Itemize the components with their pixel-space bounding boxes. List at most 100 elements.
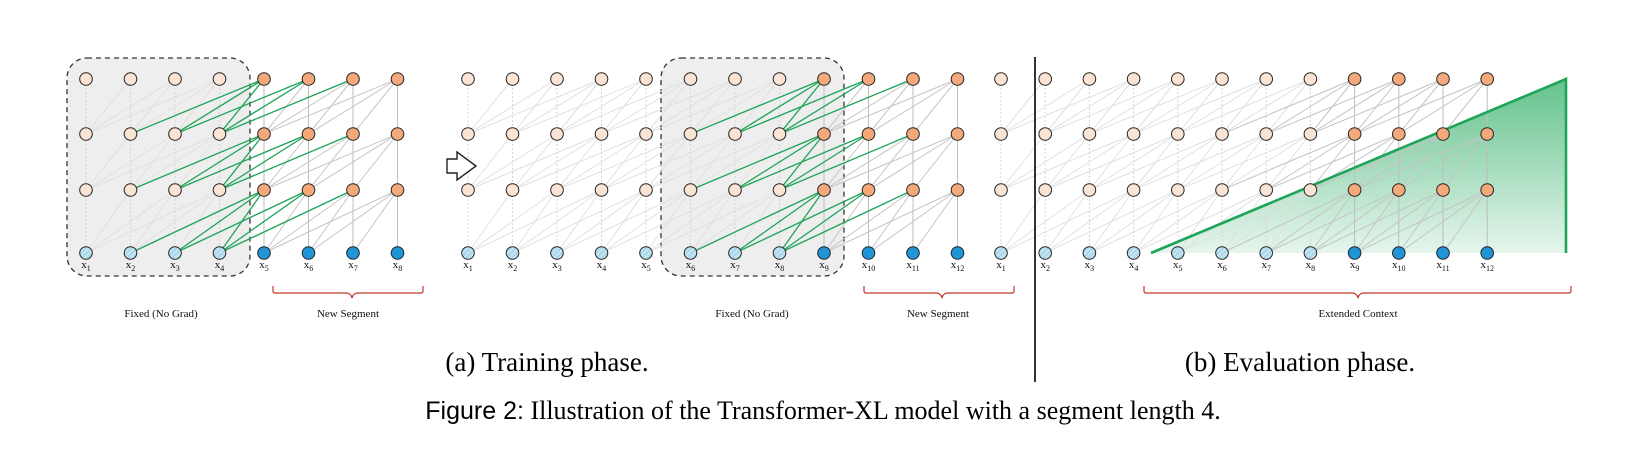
- train-left-edge: [352, 189, 398, 254]
- train-right-hidden-node: [594, 72, 609, 86]
- train-right-hidden-node: [550, 127, 564, 141]
- eval-edge: [1045, 78, 1178, 135]
- train-right-token-label: x4: [597, 259, 607, 273]
- train-right-hidden-node: [550, 183, 564, 197]
- train-right-hidden-node: [817, 72, 831, 86]
- train-right-edge: [601, 78, 691, 135]
- train-right-edge: [868, 133, 958, 191]
- eval-edge: [1177, 189, 1311, 254]
- train-right-context-edge: [690, 189, 825, 254]
- eval-edge: [1310, 189, 1444, 254]
- eval-edge: [1310, 78, 1400, 135]
- train-left-token-label: x4: [215, 259, 225, 273]
- eval-token-label: x8: [1306, 259, 1316, 273]
- train-left-context-edge: [174, 133, 309, 191]
- train-right-edge: [467, 78, 513, 135]
- eval-hidden-node: [1347, 183, 1362, 197]
- train-left-context-edge: [130, 133, 265, 191]
- eval-edge: [1398, 78, 1488, 135]
- green-edges: [130, 78, 914, 254]
- train-left-context-edge: [219, 189, 354, 254]
- eval-edge: [1177, 133, 1311, 191]
- train-right-hidden-node: [906, 183, 920, 197]
- eval-edge: [1265, 189, 1400, 254]
- train-left-token-label: x7: [348, 259, 358, 273]
- eval-hidden-node: [1126, 183, 1141, 197]
- train-right-token-label: x5: [641, 259, 651, 273]
- train-right-hidden-node: [772, 127, 787, 141]
- train-right-edge: [868, 189, 958, 254]
- train-left-input-node: [212, 246, 227, 260]
- eval-hidden-node: [1082, 72, 1097, 86]
- eval-edge: [1221, 133, 1355, 191]
- train-left-hidden-node: [168, 183, 182, 197]
- train-right-edge: [467, 189, 513, 254]
- train-right-edge: [645, 189, 780, 254]
- eval-edge: [1089, 189, 1179, 254]
- train-left-edge: [263, 78, 398, 135]
- train-right-edge: [868, 78, 958, 135]
- train-left-edge: [85, 78, 176, 135]
- train-right-edge: [467, 189, 602, 254]
- new-segment-bracket-left: [272, 286, 424, 299]
- eval-edge: [1177, 133, 1267, 191]
- train-left-edge: [85, 189, 131, 254]
- train-right-hidden-node: [950, 183, 965, 197]
- train-right-context-edge: [779, 78, 914, 135]
- eval-edge: [1044, 189, 1134, 254]
- train-right-input-node: [950, 246, 965, 260]
- train-right-hidden-node: [728, 72, 742, 86]
- train-right-edge: [912, 78, 958, 135]
- eval-edge: [1045, 133, 1178, 191]
- eval-edge: [1354, 189, 1488, 254]
- train-left-edge: [263, 133, 354, 191]
- train-right-hidden-node: [861, 183, 876, 197]
- eval-input-node: [1038, 246, 1052, 260]
- gray-edges: [85, 78, 1488, 254]
- train-left-hidden-node: [123, 127, 138, 141]
- train-left-edge: [263, 189, 398, 254]
- train-right-edge: [823, 189, 914, 254]
- train-right-edge: [601, 189, 736, 254]
- eval-edge: [1266, 133, 1399, 191]
- train-right-input-node: [594, 246, 609, 260]
- train-right-hidden-node: [683, 72, 698, 86]
- train-right-hidden-node: [861, 127, 876, 141]
- eval-token-label: x9: [1350, 259, 1360, 273]
- eval-edge: [1133, 78, 1223, 135]
- eval-edge: [1354, 78, 1444, 135]
- train-right-token-label: x3: [552, 259, 562, 273]
- train-left-hidden-node: [123, 183, 138, 197]
- eval-input-node: [1303, 246, 1318, 260]
- eval-edge: [1221, 78, 1311, 135]
- train-right-input-node: [683, 246, 698, 260]
- eval-edge: [1000, 78, 1090, 135]
- train-left-hidden-node: [301, 127, 316, 141]
- eval-edge: [1000, 133, 1134, 191]
- train-right-input-node: [906, 246, 920, 260]
- train-left-input-node: [301, 246, 316, 260]
- eval-edge: [1266, 78, 1399, 135]
- eval-edge: [1398, 189, 1488, 254]
- eval-input-node: [1480, 246, 1494, 260]
- train-right-token-label: x6: [686, 259, 696, 273]
- train-left-hidden-node: [346, 183, 360, 197]
- train-left-context-edge: [130, 189, 265, 254]
- figure-caption-text: Illustration of the Transformer-XL model…: [530, 396, 1221, 425]
- figure-caption: Figure 2: Illustration of the Transforme…: [0, 396, 1646, 426]
- eval-token-label: x1: [996, 259, 1006, 273]
- fixed-no-grad-box-left: [66, 57, 251, 277]
- train-right-input-node: [728, 246, 742, 260]
- train-left-hidden-node: [79, 127, 93, 141]
- train-right-edge: [601, 189, 691, 254]
- train-right-hidden-node: [461, 183, 475, 197]
- evaluation-phase-caption: (b) Evaluation phase.: [1185, 347, 1415, 377]
- train-left-edge: [85, 133, 220, 191]
- train-left-context-edge: [219, 189, 309, 254]
- train-right-hidden-node: [906, 127, 920, 141]
- eval-edge: [1442, 78, 1488, 135]
- eval-hidden-node: [1171, 127, 1185, 141]
- train-right-context-edge: [690, 133, 825, 191]
- train-right-context-edge: [734, 78, 869, 135]
- eval-edge: [1133, 189, 1223, 254]
